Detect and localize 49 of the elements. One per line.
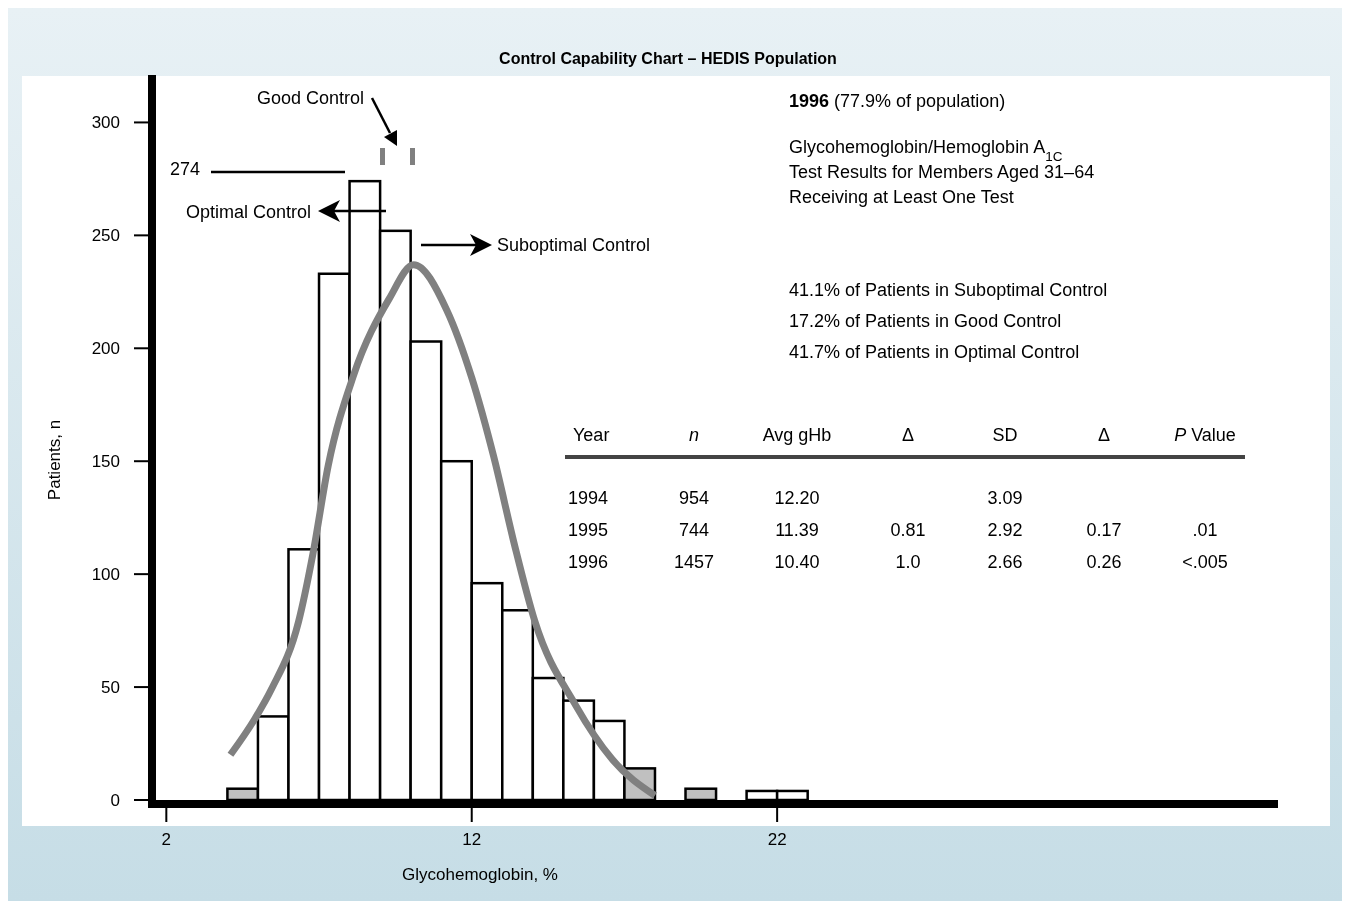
annotation: 1996 (77.9% of population) (789, 91, 1006, 111)
annotation: <.005 (1182, 552, 1228, 572)
annotation: 41.7% of Patients in Optimal Control (789, 342, 1080, 362)
annotation: Δ (1097, 425, 1111, 445)
annotation: 10.40 (774, 552, 820, 572)
annotation: 954 (678, 488, 710, 508)
annotation: n (688, 425, 700, 445)
annotation: 3.09 (987, 488, 1023, 508)
y-tick-label: 200 (91, 339, 120, 359)
annotation: 2.92 (987, 520, 1023, 540)
x-tick-label: 2 (161, 830, 172, 849)
annotation: 1994 (568, 488, 609, 508)
annotation: P Value (1174, 425, 1236, 445)
annotation: Receiving at Least One Test (789, 187, 1014, 207)
y-axis-title: Patients, n (45, 419, 64, 501)
annotation: 744 (678, 520, 710, 540)
annotation: 0.26 (1086, 552, 1122, 572)
annotation: 1995 (568, 520, 609, 540)
annotation: Δ (901, 425, 915, 445)
annotation: .01 (1192, 520, 1218, 540)
x-axis-title: Glycohemoglobin, % (402, 865, 558, 884)
annotation: Good Control (256, 88, 364, 108)
annotation: 41.1% of Patients in Suboptimal Control (789, 280, 1108, 300)
y-tick-label: 150 (91, 452, 120, 472)
x-tick-label: 12 (462, 830, 482, 849)
annotation: Glycohemoglobin/Hemoglobin A$_{1C}$ (789, 137, 1063, 164)
annotation: 1457 (673, 552, 715, 572)
y-tick-label: 100 (91, 565, 120, 585)
annotation: Avg gHb (762, 425, 832, 445)
annotation: SD (992, 425, 1018, 445)
annotation: Test Results for Members Aged 31–64 (789, 162, 1095, 182)
y-tick-label: 300 (91, 113, 120, 133)
x-tick-label: 22 (767, 830, 787, 849)
annotation: 2.66 (987, 552, 1023, 572)
annotation: Year (573, 425, 610, 445)
annotation: 0.17 (1086, 520, 1122, 540)
annotation: 12.20 (774, 488, 820, 508)
annotation: 0.81 (890, 520, 926, 540)
annotation: 274 (169, 159, 200, 179)
annotation: Optimal Control (185, 202, 311, 222)
annotation: 11.39 (775, 520, 819, 540)
y-tick-label: 50 (101, 678, 120, 698)
annotation: 1.0 (895, 552, 921, 572)
y-tick-label: 0 (110, 790, 120, 810)
y-tick-label: 250 (91, 226, 120, 246)
annotation: 17.2% of Patients in Good Control (789, 311, 1062, 331)
annotation: 1996 (568, 552, 609, 572)
annotation: Suboptimal Control (497, 235, 651, 255)
chart-title: Control Capability Chart – HEDIS Population (499, 50, 837, 67)
